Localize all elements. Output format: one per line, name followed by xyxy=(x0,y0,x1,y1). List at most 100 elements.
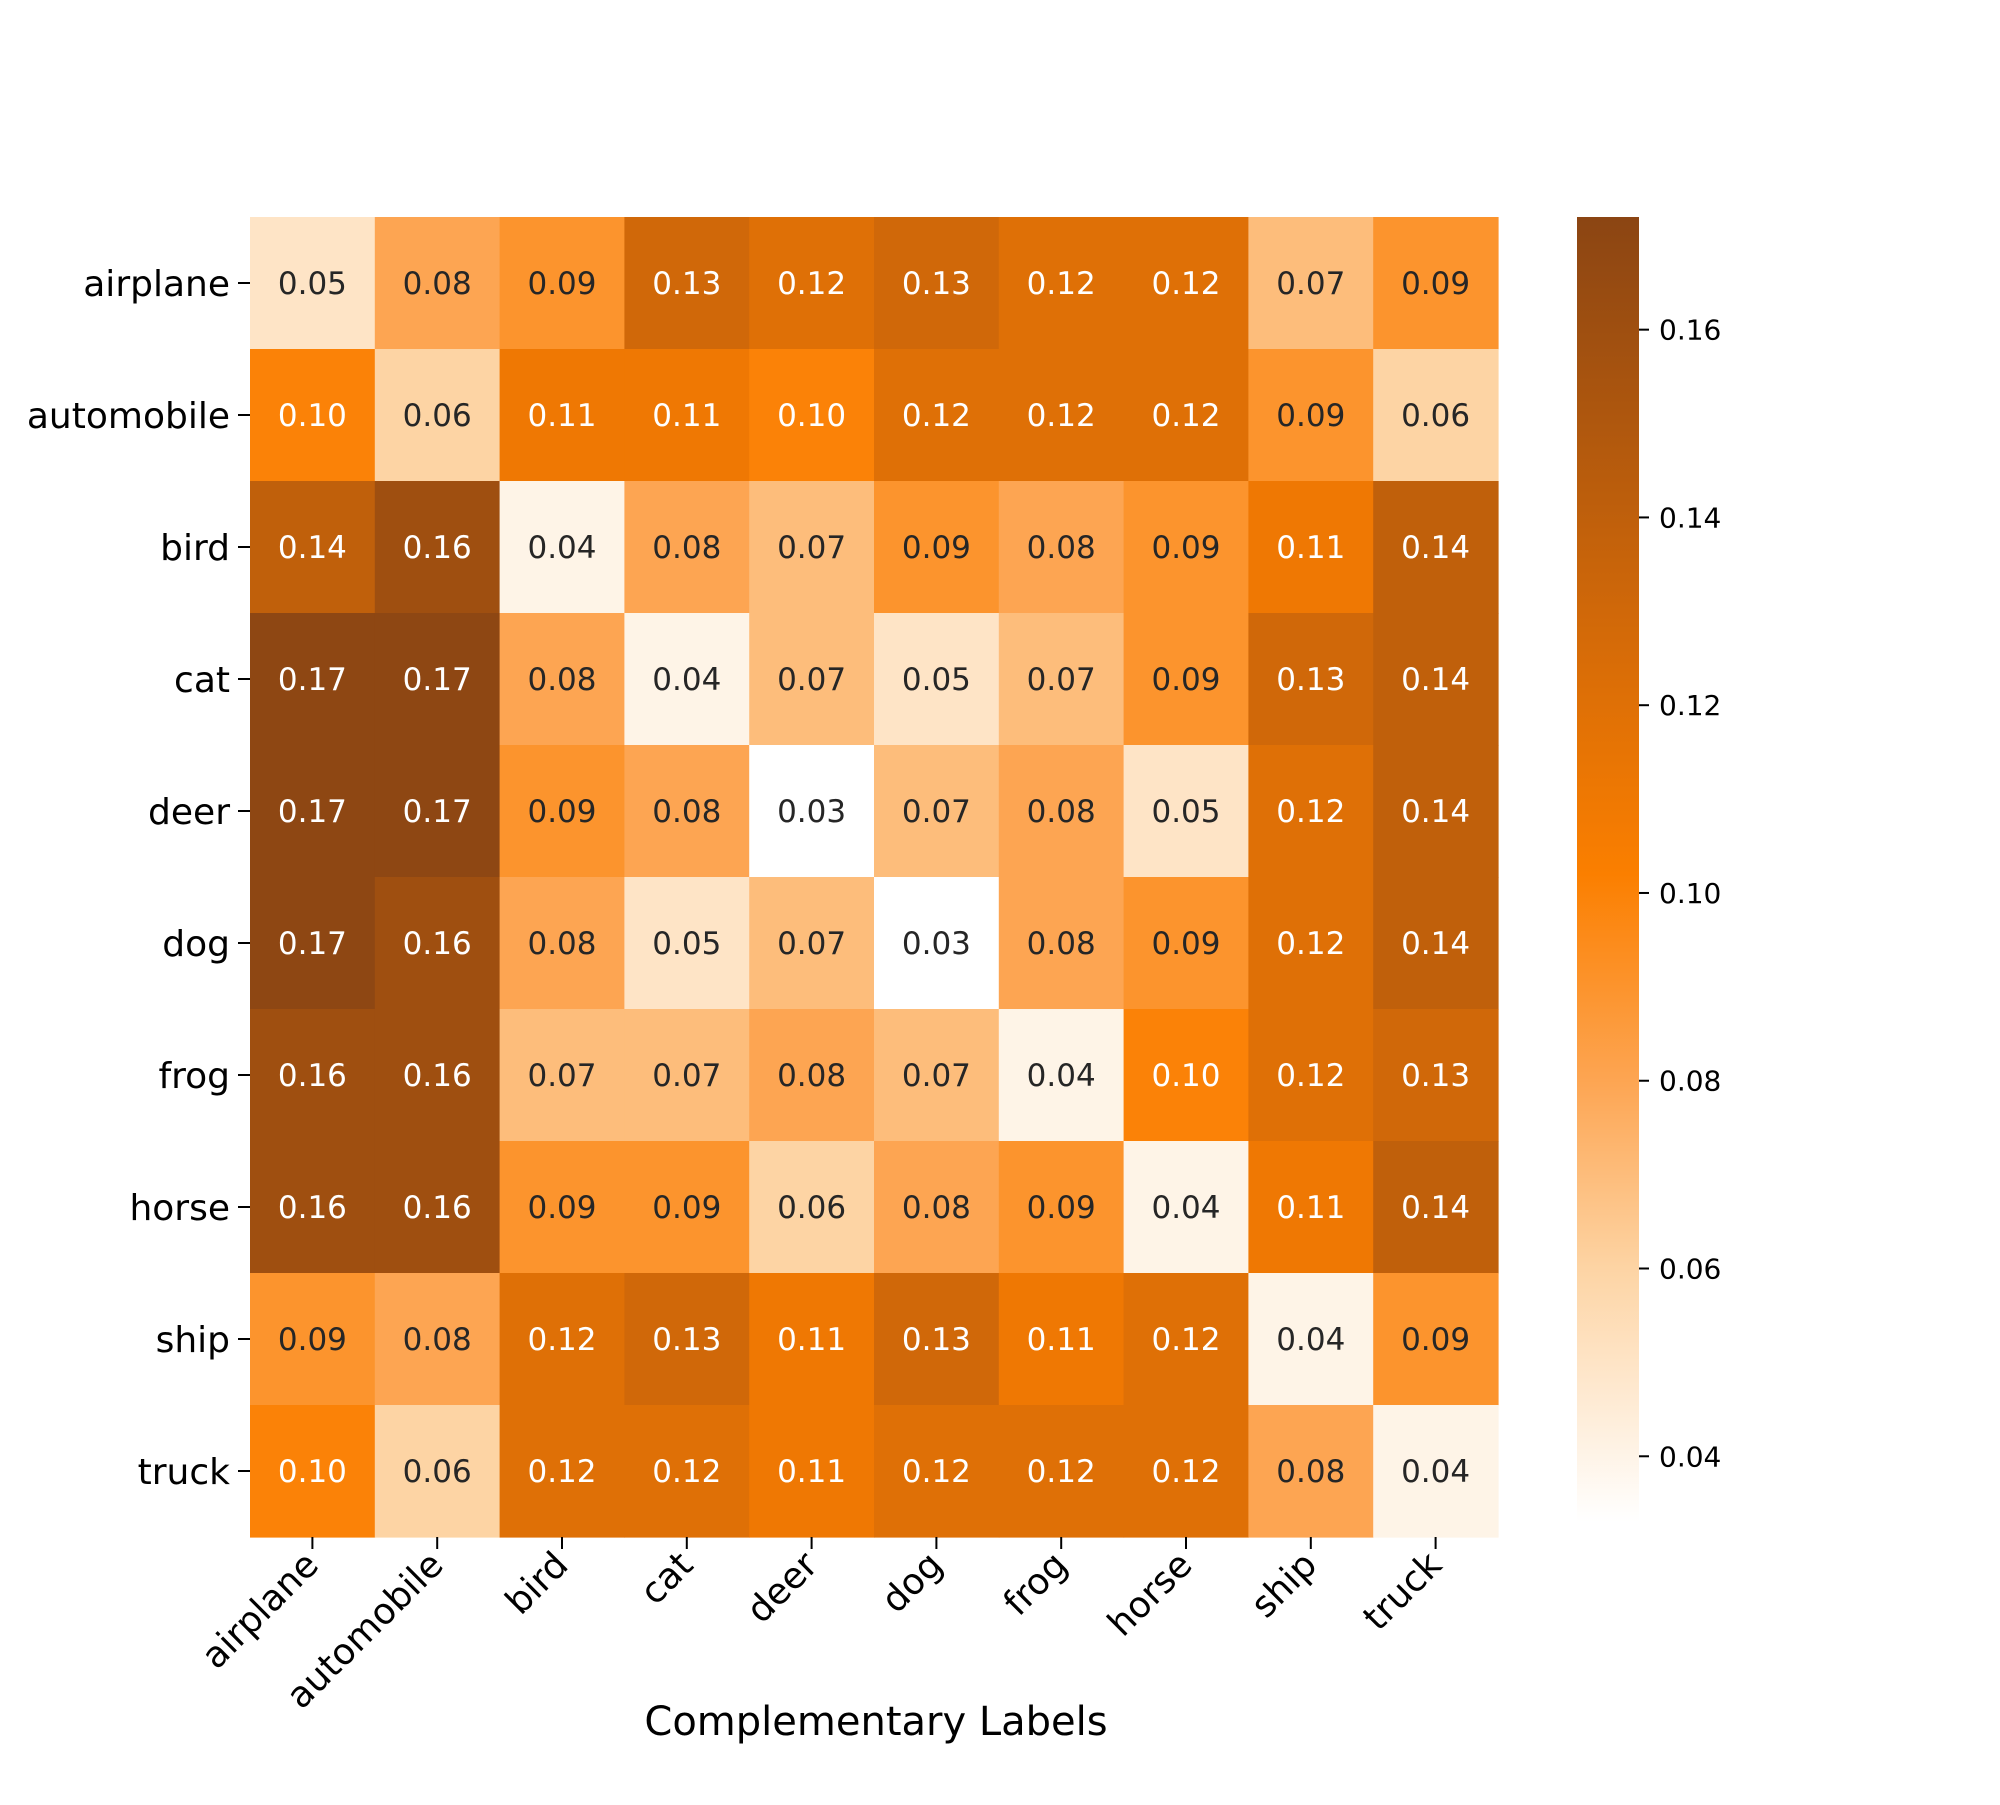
cell-value-label: 0.09 xyxy=(1027,1190,1096,1226)
cell-value-label: 0.04 xyxy=(652,662,721,698)
colorbar-gradient xyxy=(1577,217,1639,1522)
colorbar-tick-label: 0.14 xyxy=(1659,501,1721,534)
cell-value-label: 0.16 xyxy=(403,1058,472,1094)
cell-value-label: 0.09 xyxy=(1151,530,1220,566)
cell-value-label: 0.16 xyxy=(403,926,472,962)
colorbar-tick-label: 0.16 xyxy=(1659,314,1721,347)
cell-value-label: 0.07 xyxy=(902,1058,971,1094)
y-tick-label: dog xyxy=(162,924,230,965)
y-tick-label: bird xyxy=(160,528,230,569)
cell-value-label: 0.13 xyxy=(902,266,971,302)
heatmap-cell-frog-frog xyxy=(998,1009,1125,1142)
heatmap-cell-labels: 0.05 0.08 0.09 0.13 0.12 0.13 0.12 0.12 0.07 0.09… xyxy=(278,266,1470,1490)
heatmap-cell-deer-dog xyxy=(874,745,1000,878)
heatmap-cell-automobile-bird xyxy=(499,349,625,482)
colorbar-tick-label: 0.06 xyxy=(1659,1253,1721,1286)
heatmap-cell-automobile-horse xyxy=(1123,349,1249,482)
heatmap-cell-bird-automobile xyxy=(374,481,501,614)
cell-value-label: 0.17 xyxy=(278,662,347,698)
cell-value-label: 0.08 xyxy=(403,1322,472,1358)
y-tick-label: truck xyxy=(138,1452,231,1493)
heatmap-cell-truck-automobile xyxy=(374,1405,501,1538)
heatmap-cell-bird-cat xyxy=(624,481,750,614)
cell-value-label: 0.13 xyxy=(652,266,721,302)
cell-value-label: 0.14 xyxy=(1401,794,1470,830)
y-tick-label: automobile xyxy=(27,396,230,437)
y-tick-label: frog xyxy=(158,1056,230,1097)
heatmap-cell-cat-dog xyxy=(874,613,1000,746)
cell-value-label: 0.12 xyxy=(1151,266,1220,302)
cell-value-label: 0.12 xyxy=(1276,1058,1345,1094)
cell-value-label: 0.04 xyxy=(1151,1190,1220,1226)
cell-value-label: 0.03 xyxy=(902,926,971,962)
cell-value-label: 0.13 xyxy=(902,1322,971,1358)
cell-value-label: 0.16 xyxy=(278,1190,347,1226)
heatmap-cell-ship-airplane xyxy=(250,1273,376,1406)
cell-value-label: 0.08 xyxy=(1276,1454,1345,1490)
heatmap-cell-dog-ship xyxy=(1248,877,1374,1010)
heatmap-cell-truck-ship xyxy=(1248,1405,1374,1538)
heatmap-cell-frog-truck xyxy=(1373,1009,1499,1142)
cell-value-label: 0.07 xyxy=(777,926,846,962)
heatmap-cell-frog-horse xyxy=(1123,1009,1249,1142)
cell-value-label: 0.12 xyxy=(1151,398,1220,434)
heatmap-cell-airplane-automobile xyxy=(374,217,501,350)
cell-value-label: 0.08 xyxy=(527,662,596,698)
cell-value-label: 0.09 xyxy=(1401,266,1470,302)
heatmap-cell-cat-cat xyxy=(624,613,750,746)
heatmap-cell-truck-dog xyxy=(874,1405,1000,1538)
heatmap-cell-dog-deer xyxy=(749,877,875,1010)
cell-value-label: 0.13 xyxy=(1401,1058,1470,1094)
cell-value-label: 0.08 xyxy=(652,530,721,566)
heatmap-cell-airplane-horse xyxy=(1123,217,1249,350)
heatmap-cell-bird-frog xyxy=(998,481,1125,614)
heatmap-cell-dog-airplane xyxy=(250,877,376,1010)
heatmap-cell-truck-deer xyxy=(749,1405,875,1538)
cell-value-label: 0.03 xyxy=(777,794,846,830)
heatmap-cell-automobile-cat xyxy=(624,349,750,482)
cell-value-label: 0.07 xyxy=(1276,266,1345,302)
heatmap-cell-cat-automobile xyxy=(374,613,501,746)
cell-value-label: 0.08 xyxy=(777,1058,846,1094)
cell-value-label: 0.05 xyxy=(278,266,347,302)
cell-value-label: 0.08 xyxy=(403,266,472,302)
heatmap-cell-horse-deer xyxy=(749,1141,875,1274)
heatmap-cell-frog-automobile xyxy=(374,1009,501,1142)
y-axis: airplane automobile bird cat deer dog frog hors… xyxy=(27,264,250,1493)
cell-value-label: 0.11 xyxy=(527,398,596,434)
cell-value-label: 0.08 xyxy=(1027,794,1096,830)
cell-value-label: 0.12 xyxy=(527,1454,596,1490)
heatmap-cell-truck-airplane xyxy=(250,1405,376,1538)
heatmap-cell-cat-airplane xyxy=(250,613,376,746)
cell-value-label: 0.11 xyxy=(777,1454,846,1490)
heatmap-cell-horse-bird xyxy=(499,1141,625,1274)
heatmap-cell-frog-cat xyxy=(624,1009,750,1142)
heatmap-cell-airplane-cat xyxy=(624,217,750,350)
heatmap-cell-dog-dog xyxy=(874,877,1000,1010)
heatmap-cell-ship-bird xyxy=(499,1273,625,1406)
heatmap-cell-bird-horse xyxy=(1123,481,1249,614)
x-tick-label: airplane xyxy=(194,1544,327,1677)
heatmap-cell-truck-bird xyxy=(499,1405,625,1538)
heatmap-cell-cat-bird xyxy=(499,613,625,746)
cell-value-label: 0.07 xyxy=(1027,662,1096,698)
cell-value-label: 0.12 xyxy=(527,1322,596,1358)
x-tick-label: truck xyxy=(1356,1544,1450,1638)
cell-value-label: 0.12 xyxy=(652,1454,721,1490)
heatmap-cell-frog-dog xyxy=(874,1009,1000,1142)
x-axis-title: Complementary Labels xyxy=(644,1699,1107,1745)
heatmap-cell-bird-airplane xyxy=(250,481,376,614)
cell-value-label: 0.07 xyxy=(652,1058,721,1094)
cell-value-label: 0.04 xyxy=(527,530,596,566)
x-tick-label: ship xyxy=(1244,1544,1326,1626)
cell-value-label: 0.06 xyxy=(1401,398,1470,434)
cell-value-label: 0.04 xyxy=(1027,1058,1096,1094)
heatmap-cell-airplane-ship xyxy=(1248,217,1374,350)
heatmap-cell-ship-cat xyxy=(624,1273,750,1406)
heatmap-cell-horse-cat xyxy=(624,1141,750,1274)
cell-value-label: 0.13 xyxy=(652,1322,721,1358)
cell-value-label: 0.07 xyxy=(777,530,846,566)
heatmap-cell-frog-airplane xyxy=(250,1009,376,1142)
